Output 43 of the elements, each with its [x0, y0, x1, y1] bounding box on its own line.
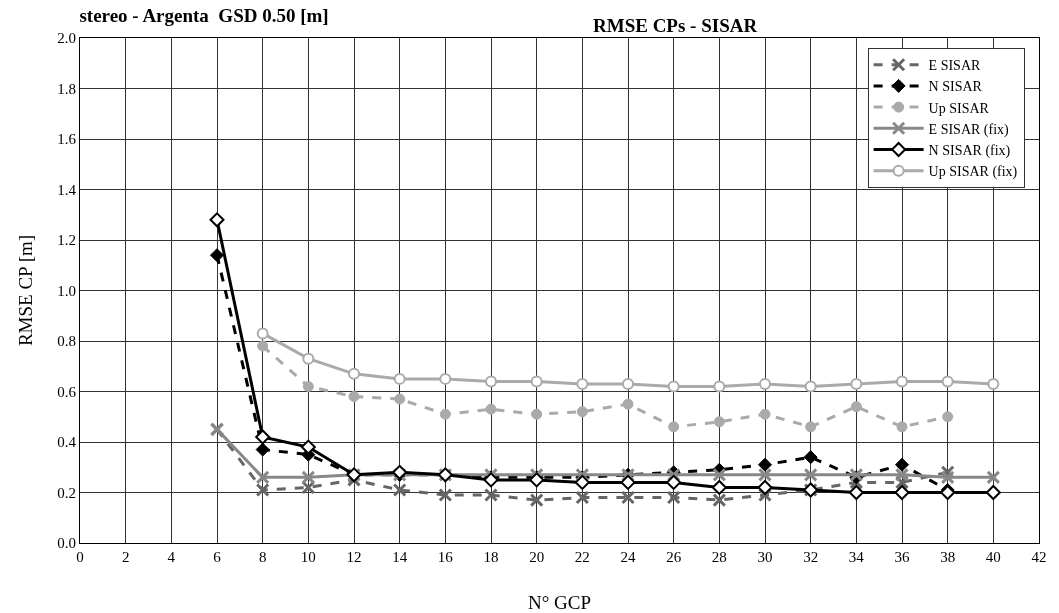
- x-tick-label: 20: [529, 549, 545, 565]
- x-tick-label: 6: [213, 549, 222, 565]
- chart-subtitle: RMSE CPs - SISAR: [593, 15, 758, 36]
- y-tick-label: 1.4: [57, 181, 77, 198]
- legend-label: E SISAR: [928, 58, 982, 74]
- y-tick-label: 0.2: [57, 484, 76, 501]
- x-tick-label: 14: [392, 549, 408, 565]
- y-tick-label: 0.6: [57, 383, 77, 400]
- y-axis-title: RMSE CP [m]: [15, 234, 36, 347]
- x-tick-label: 0: [76, 549, 84, 565]
- legend-label: Up SISAR (fix): [928, 164, 1018, 181]
- x-tick-label: 2: [121, 549, 130, 565]
- x-tick-label: 10: [300, 549, 316, 565]
- x-tick-label: 40: [985, 549, 1001, 565]
- y-tick-label: 2.0: [57, 30, 76, 47]
- x-tick-label: 22: [574, 549, 590, 565]
- y-tick-label: 1.2: [57, 232, 76, 249]
- legend-label: Up SISAR: [928, 100, 990, 116]
- x-tick-label: 38: [940, 549, 956, 565]
- legend-label: N SISAR: [928, 79, 983, 95]
- x-tick-label: 28: [711, 549, 727, 565]
- y-tick-label: 0.4: [57, 434, 77, 451]
- x-tick-label: 24: [620, 549, 636, 565]
- x-tick-label: 8: [258, 549, 267, 565]
- y-tick-label: 1.6: [57, 131, 77, 148]
- y-tick-label: 0.8: [57, 333, 76, 350]
- x-tick-label: 30: [757, 549, 773, 565]
- chart-title: stereo - Argenta GSD 0.50 [m]: [79, 5, 329, 27]
- x-tick-label: 4: [167, 549, 176, 565]
- y-tick-label: 1.8: [57, 80, 76, 97]
- y-tick-label: 0.0: [57, 535, 76, 552]
- legend-label: N SISAR (fix): [928, 142, 1011, 159]
- x-tick-label: 36: [894, 549, 910, 565]
- x-tick-label: 16: [437, 549, 454, 565]
- x-tick-label: 32: [803, 549, 819, 565]
- x-tick-label: 42: [1031, 549, 1047, 565]
- y-tick-label: 1.0: [57, 282, 76, 299]
- x-tick-label: 26: [666, 549, 682, 565]
- x-tick-label: 34: [848, 549, 865, 565]
- x-tick-label: 18: [483, 549, 499, 565]
- x-axis-title: N° GCP: [527, 592, 592, 613]
- legend-label: E SISAR (fix): [928, 121, 1010, 138]
- x-tick-label: 12: [346, 549, 362, 565]
